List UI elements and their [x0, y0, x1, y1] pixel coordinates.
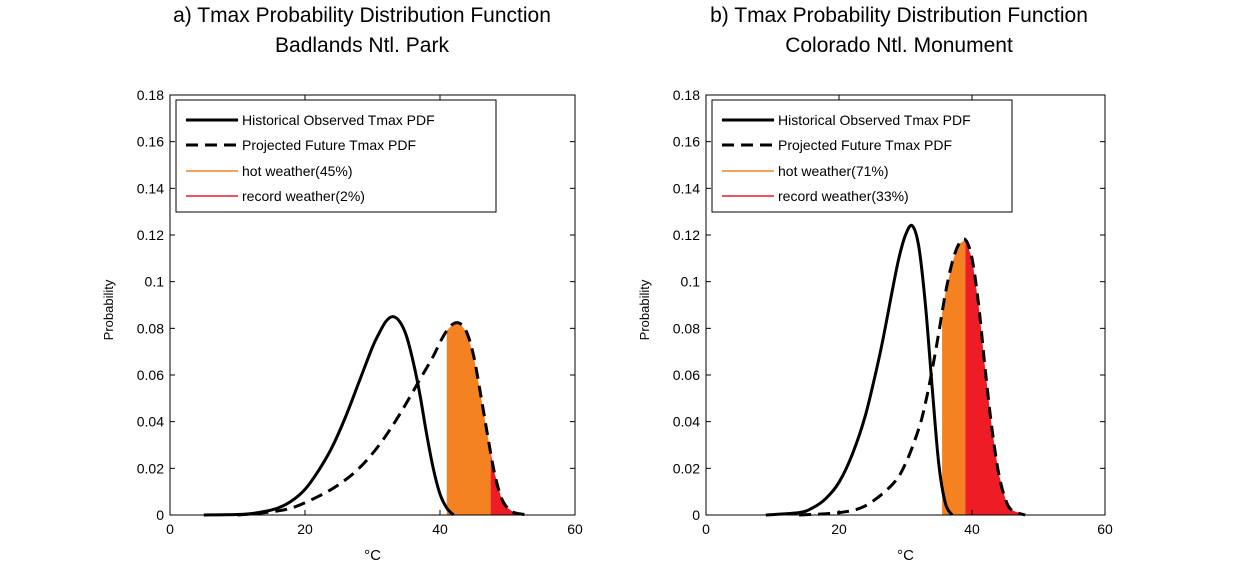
y-tick-label: 0.14: [137, 180, 164, 196]
x-tick-label: 60: [1097, 521, 1113, 537]
y-tick-label: 0.1: [145, 274, 165, 290]
y-tick-label: 0.04: [137, 414, 164, 430]
historical-pdf-line: [203, 315, 455, 517]
chart-title: b) Tmax Probability Distribution Functio…: [710, 4, 1088, 27]
y-axis-label: Probability: [637, 279, 652, 340]
x-tick-label: 40: [964, 521, 980, 537]
y-tick-label: 0.18: [673, 87, 700, 103]
legend-label: Projected Future Tmax PDF: [778, 137, 952, 153]
y-tick-label: 0.06: [137, 367, 164, 383]
y-tick-label: 0.18: [137, 87, 164, 103]
projected-pdf-line: [799, 237, 1026, 517]
x-tick-label: 20: [297, 521, 313, 537]
legend-label: record weather(2%): [242, 188, 365, 204]
y-tick-label: 0.02: [137, 460, 164, 476]
hot-weather-area: [942, 239, 966, 516]
x-tick-label: 0: [702, 521, 710, 537]
y-tick-label: 0.16: [673, 134, 700, 150]
record-weather-area: [490, 452, 528, 515]
y-tick-label: 0.16: [137, 134, 164, 150]
plot-frame: [705, 94, 1106, 516]
legend-label: Historical Observed Tmax PDF: [778, 112, 971, 128]
record-weather-area: [965, 239, 1026, 516]
plot-frame: [169, 94, 576, 516]
y-tick-label: 0: [156, 507, 164, 523]
legend-label: record weather(33%): [778, 188, 909, 204]
x-tick-label: 40: [432, 521, 448, 537]
y-tick-label: 0.12: [673, 227, 700, 243]
y-tick-label: 0.08: [673, 320, 700, 336]
y-tick-label: 0.1: [681, 274, 701, 290]
hot-weather-area: [446, 323, 491, 515]
y-tick-label: 0.04: [673, 414, 700, 430]
x-axis-label: °C: [364, 547, 381, 564]
y-tick-label: 0.02: [673, 460, 700, 476]
legend-label: Projected Future Tmax PDF: [242, 137, 416, 153]
projected-pdf-line: [237, 321, 529, 517]
chart-subtitle: Badlands Ntl. Park: [275, 34, 449, 57]
legend-label: Historical Observed Tmax PDF: [242, 112, 435, 128]
chart-subtitle: Colorado Ntl. Monument: [785, 34, 1013, 57]
plot-badlands: a) Tmax Probability Distribution Functio…: [101, 4, 583, 564]
y-axis-label: Probability: [101, 279, 116, 340]
y-tick-label: 0.12: [137, 227, 164, 243]
legend-label: hot weather(71%): [778, 163, 889, 179]
x-tick-label: 60: [567, 521, 583, 537]
chart-title: a) Tmax Probability Distribution Functio…: [173, 4, 551, 27]
x-tick-label: 0: [166, 521, 174, 537]
historical-pdf-line: [765, 223, 954, 517]
x-axis-label: °C: [897, 547, 914, 564]
x-tick-label: 20: [831, 521, 847, 537]
plot-colorado: b) Tmax Probability Distribution Functio…: [637, 4, 1113, 564]
y-tick-label: 0.14: [673, 180, 700, 196]
y-tick-label: 0.08: [137, 320, 164, 336]
y-tick-label: 0: [692, 507, 700, 523]
legend-label: hot weather(45%): [242, 163, 353, 179]
y-tick-label: 0.06: [673, 367, 700, 383]
